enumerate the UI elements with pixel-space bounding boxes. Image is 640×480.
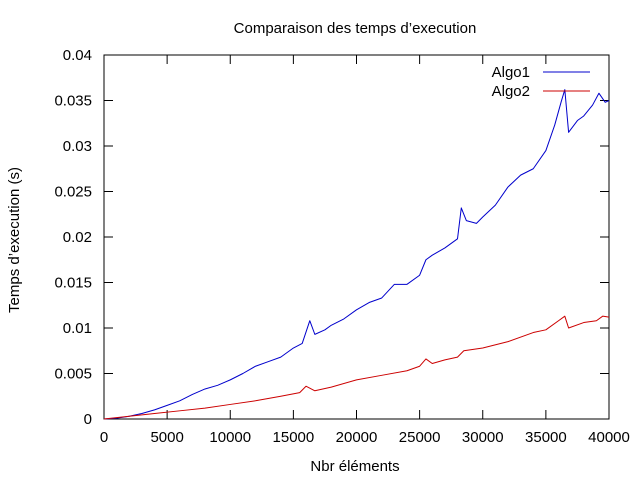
x-ticks <box>103 55 610 419</box>
x-tick-label-4: 20000 <box>336 429 378 446</box>
plot-frame <box>103 54 610 420</box>
x-tick-label-0: 0 <box>100 429 108 446</box>
x-tick-label-2: 10000 <box>209 429 251 446</box>
y-tick-label-8: 0.04 <box>63 47 92 64</box>
x-tick-label-7: 35000 <box>525 429 567 446</box>
legend-label-algo1: Algo1 <box>492 64 530 81</box>
y-tick-label-0: 0 <box>84 411 92 428</box>
y-tick-label-5: 0.025 <box>54 184 92 201</box>
series-line-algo2 <box>103 315 610 420</box>
legend: Algo1 Algo2 <box>492 64 590 100</box>
y-tick-label-4: 0.02 <box>63 229 92 246</box>
y-ticks <box>104 54 609 420</box>
x-tick-labels: 0 5000 10000 15000 20000 25000 30000 35000 40000 <box>100 429 630 446</box>
legend-label-algo2: Algo2 <box>492 83 530 100</box>
y-tick-label-2: 0.01 <box>63 320 92 337</box>
y-tick-label-6: 0.03 <box>63 138 92 155</box>
x-tick-label-5: 25000 <box>399 429 441 446</box>
y-tick-label-3: 0.015 <box>54 275 92 292</box>
x-axis-label: Nbr éléments <box>310 458 399 475</box>
x-tick-label-8: 40000 <box>588 429 630 446</box>
x-tick-label-3: 15000 <box>273 429 315 446</box>
y-axis-label: Temps d’execution (s) <box>6 167 23 313</box>
series-lines <box>103 89 610 420</box>
x-tick-label-6: 30000 <box>462 429 504 446</box>
chart-title: Comparaison des temps d’execution <box>234 20 477 37</box>
x-tick-label-1: 5000 <box>150 429 183 446</box>
series-line-algo1 <box>103 89 610 420</box>
y-tick-label-7: 0.035 <box>54 93 92 110</box>
y-tick-label-1: 0.005 <box>54 366 92 383</box>
y-tick-labels: 0 0.005 0.01 0.015 0.02 0.025 0.03 0.035 0.04 <box>54 47 92 428</box>
